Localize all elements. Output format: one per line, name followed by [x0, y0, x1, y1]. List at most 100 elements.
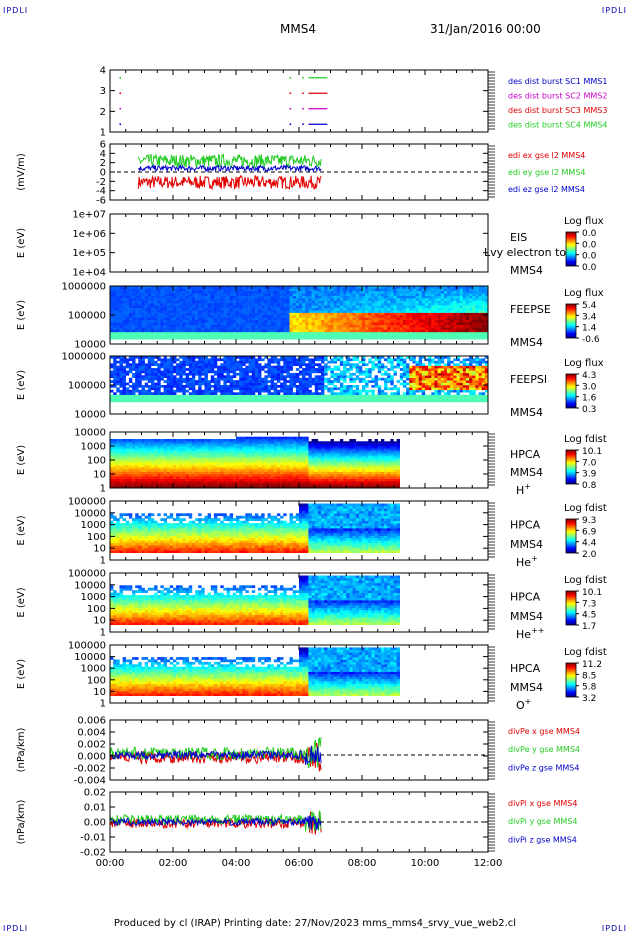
heatmap-cell	[358, 322, 363, 325]
heatmap-cell	[421, 305, 426, 308]
heatmap-cell	[122, 365, 126, 369]
heatmap-cell	[248, 356, 252, 359]
heatmap-cell	[425, 382, 429, 386]
heatmap-cell	[481, 293, 486, 296]
heatmap-cell	[327, 360, 331, 364]
heatmap-cell	[119, 394, 123, 398]
heatmap-cell	[384, 293, 388, 296]
heatmap-cell	[425, 331, 429, 335]
heatmap-cell	[462, 298, 467, 301]
heatmap-cell	[339, 288, 344, 292]
heatmap-cell	[311, 290, 315, 294]
heatmap-cell	[138, 365, 142, 369]
heatmap-cell	[173, 394, 177, 398]
heatmap-cell	[459, 288, 463, 292]
heatmap-cell	[393, 305, 397, 308]
heatmap-cell	[242, 288, 246, 292]
heatmap-cell	[280, 382, 284, 386]
heatmap-cell	[409, 324, 413, 328]
heatmap-cell	[261, 399, 265, 403]
y-tick-label: 1e+07	[72, 210, 106, 221]
heatmap-cell	[141, 310, 145, 313]
heatmap-cell	[387, 331, 391, 335]
heatmap-cell	[317, 324, 322, 328]
heatmap-cell	[283, 382, 287, 386]
heatmap-cell	[447, 375, 451, 378]
heatmap-cell	[371, 356, 375, 359]
heatmap-cell	[352, 358, 356, 362]
spacecraft-label-3: MMS4	[510, 336, 543, 349]
heatmap-cell	[289, 288, 293, 292]
heatmap-cell	[223, 302, 227, 306]
heatmap-cell	[248, 327, 252, 330]
heatmap-cell	[195, 312, 199, 316]
heatmap-cell	[295, 295, 300, 299]
heatmap-cell	[447, 310, 451, 313]
heatmap-cell	[393, 358, 397, 362]
heatmap-cell	[245, 317, 249, 321]
heatmap-cell	[321, 307, 325, 311]
heatmap-cell	[163, 363, 167, 366]
heatmap-cell	[207, 329, 211, 333]
heatmap-cell	[191, 392, 196, 395]
heatmap-cell	[465, 399, 470, 403]
heatmap-cell	[110, 397, 114, 400]
heatmap-cell	[333, 392, 337, 395]
heatmap-cell	[147, 295, 152, 299]
heatmap-cell	[283, 310, 287, 313]
heatmap-cell	[321, 375, 325, 378]
heatmap-cell	[412, 322, 416, 325]
heatmap-cell	[147, 389, 152, 393]
heatmap-cell	[434, 356, 438, 359]
heatmap-cell	[223, 397, 227, 400]
heatmap-cell	[339, 356, 344, 359]
heatmap-cell	[254, 324, 259, 328]
heatmap-cell	[321, 315, 325, 318]
heatmap-cell	[459, 324, 463, 328]
heatmap-cell	[267, 315, 271, 318]
heatmap-cell	[150, 356, 155, 359]
heatmap-cell	[258, 394, 262, 398]
heatmap-cell	[339, 312, 344, 316]
heatmap-cell	[138, 298, 142, 301]
heatmap-cell	[254, 394, 259, 398]
heatmap-cell	[472, 302, 476, 306]
heatmap-cell	[462, 365, 467, 369]
heatmap-cell	[459, 397, 463, 400]
heatmap-cell	[270, 331, 274, 335]
heatmap-cell	[254, 300, 259, 304]
heatmap-cell	[478, 377, 482, 381]
heatmap-cell	[236, 324, 240, 328]
heatmap-cell	[380, 368, 385, 371]
heatmap-cell	[377, 307, 382, 311]
heatmap-cell	[387, 298, 391, 301]
heatmap-cell	[462, 372, 467, 376]
heatmap-cell	[317, 329, 322, 333]
heatmap-cell	[462, 368, 467, 371]
heatmap-cell	[456, 302, 460, 306]
heatmap-cell	[443, 288, 448, 292]
heatmap-cell	[321, 370, 325, 374]
heatmap-cell	[223, 319, 227, 323]
heatmap-cell	[207, 322, 211, 325]
heatmap-cell	[330, 312, 334, 316]
y-tick-label: 1e+04	[72, 268, 106, 279]
heatmap-cell	[267, 310, 271, 313]
heatmap-cell	[226, 288, 230, 292]
heatmap-cell	[270, 394, 274, 398]
heatmap-cell	[368, 394, 372, 398]
heatmap-cell	[135, 385, 139, 388]
heatmap-cell	[409, 380, 413, 383]
heatmap-cell	[402, 358, 407, 362]
heatmap-cell	[469, 322, 473, 325]
heatmap-cell	[409, 298, 413, 301]
heatmap-cell	[110, 334, 114, 337]
heatmap-cell	[286, 319, 290, 323]
heatmap-cell	[232, 358, 237, 362]
heatmap-cell	[122, 389, 126, 393]
heatmap-cell	[481, 392, 486, 395]
heatmap-cell	[308, 290, 312, 294]
heatmap-cell	[128, 392, 133, 395]
heatmap-cell	[125, 399, 130, 403]
